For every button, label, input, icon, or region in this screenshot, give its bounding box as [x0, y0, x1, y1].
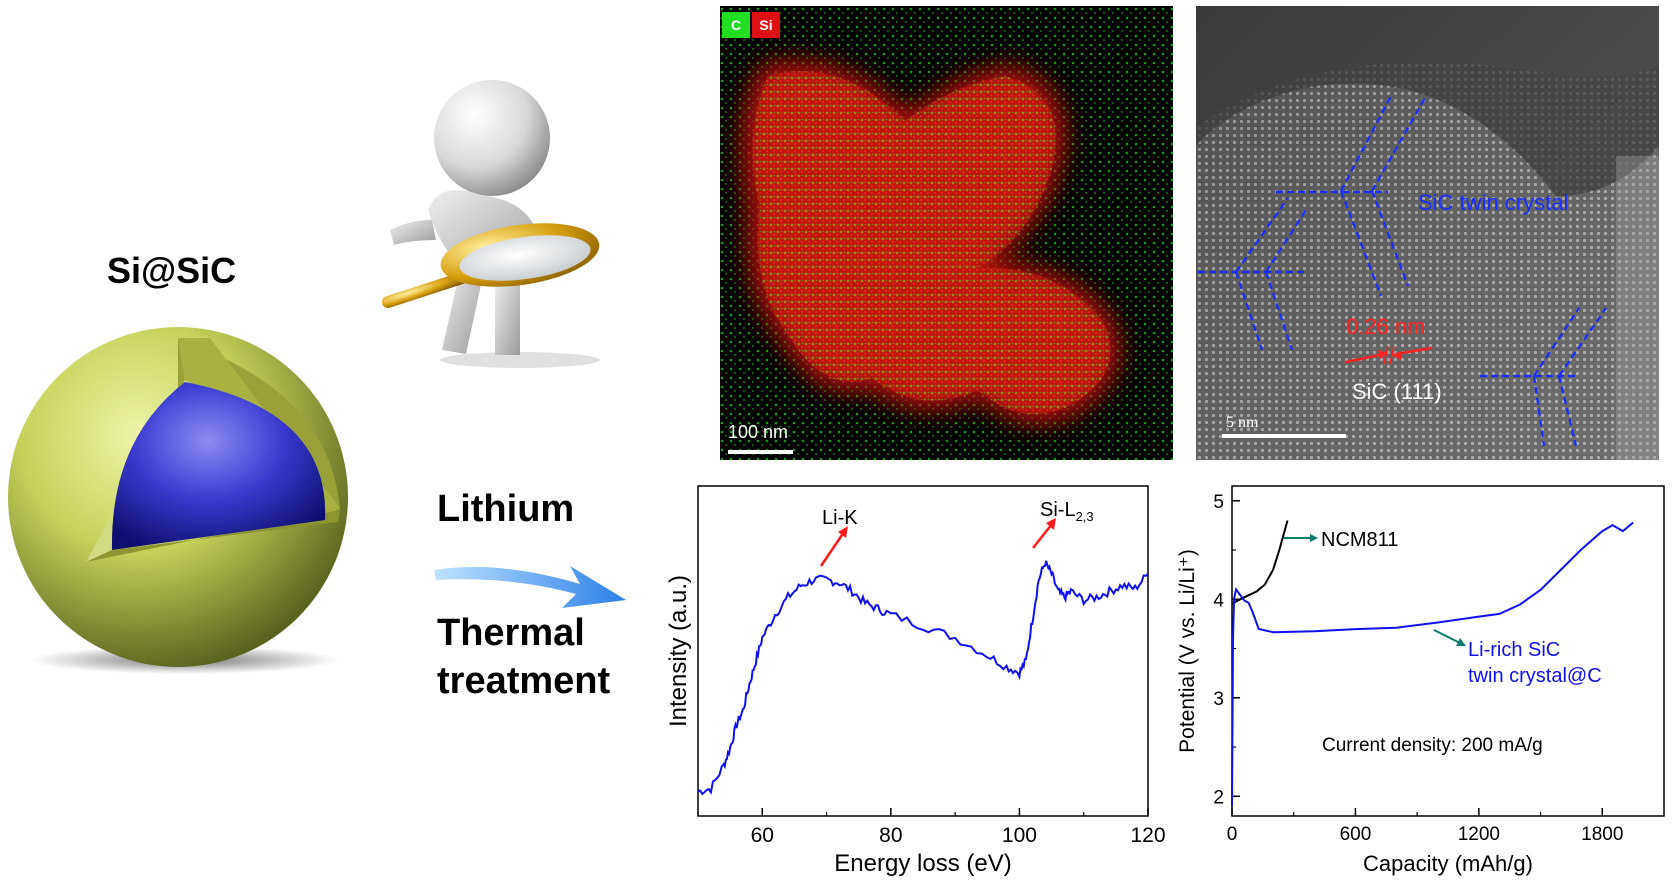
cap-y-tick-label: 5	[1213, 492, 1224, 513]
process-label-treatment: treatment	[437, 660, 611, 702]
eels-x-tick-label: 120	[1130, 824, 1165, 847]
charge-curve-chart: 0 600 1200 1800 2 3 4 5 Capacity (mAh/g) Poten…	[1176, 485, 1665, 876]
eels-x-axis-label: Energy loss (eV)	[834, 850, 1011, 877]
cap-x-tick-label: 1200	[1458, 824, 1500, 845]
eels-x-tick-label: 60	[751, 824, 774, 847]
cap-x-tick-label: 1800	[1581, 824, 1623, 845]
cap-x-ticks: 0 600 1200 1800	[1227, 808, 1623, 845]
eels-x-ticks: 60 80 100 120	[697, 808, 1166, 847]
eds-scale-bar-label: 100 nm	[728, 422, 789, 442]
eels-si-l-subscript: 2,3	[1076, 509, 1094, 524]
eds-scale-bar	[728, 450, 793, 454]
eels-x-tick-label: 80	[879, 824, 902, 847]
process-label-lithium: Lithium	[437, 488, 575, 530]
spacing-arrows-icon	[1345, 345, 1433, 365]
eels-li-k-label: Li-K	[822, 507, 858, 529]
twin-lines-overlay	[1198, 95, 1607, 447]
eels-x-tick-label: 100	[1002, 824, 1037, 847]
hrtem-scale-bar	[1222, 434, 1346, 438]
hrtem-panel: SiC twin crystal 0.26 nm SiC (111) 5 nm	[1196, 6, 1659, 460]
ncm811-series-line	[1231, 520, 1289, 606]
spacing-annotation: 0.26 nm	[1346, 314, 1426, 339]
ncm811-legend-annotation: NCM811	[1284, 529, 1398, 551]
twin-crystal-annotation: SiC twin crystal	[1418, 190, 1569, 215]
eds-map-panel: C Si 100 nm	[720, 6, 1173, 460]
process-arrow-icon	[434, 566, 626, 608]
legend-carbon-label: C	[730, 17, 742, 33]
core-shell-sphere-illustration	[8, 327, 348, 674]
eels-si-l-annotation: Si-L2,3	[1032, 499, 1094, 549]
cap-y-tick-label: 2	[1213, 787, 1224, 808]
legend-silicon-badge: Si	[752, 12, 780, 38]
cap-y-tick-label: 3	[1213, 689, 1224, 710]
eels-spectrum-chart: 60 80 100 120 Energy loss (eV) Intensity (a…	[665, 485, 1166, 877]
cap-plot-frame	[1231, 485, 1665, 817]
sic-label-line2: twin crystal@C	[1468, 665, 1602, 687]
ncm811-label: NCM811	[1321, 529, 1398, 551]
cap-x-tick-label: 600	[1340, 824, 1372, 845]
hrtem-scale-bar-label: 5 nm	[1226, 414, 1259, 431]
plane-annotation: SiC (111)	[1352, 379, 1442, 404]
legend-silicon-label: Si	[759, 17, 773, 33]
eels-plot-frame	[697, 485, 1149, 817]
eels-series-line	[697, 560, 1149, 796]
legend-carbon-badge: C	[722, 12, 750, 38]
cap-x-axis-label: Capacity (mAh/g)	[1363, 851, 1533, 876]
cap-y-ticks: 2 3 4 5	[1213, 492, 1240, 808]
cap-x-tick-label: 0	[1227, 824, 1238, 845]
eels-y-axis-label: Intensity (a.u.)	[665, 575, 692, 727]
eels-li-k-annotation: Li-K	[819, 507, 858, 567]
current-density-annotation: Current density: 200 mA/g	[1322, 735, 1543, 756]
cap-y-axis-label: Potential (V vs. Li/Li⁺)	[1176, 549, 1199, 753]
hrtem-image	[1196, 6, 1659, 460]
cap-y-tick-label: 4	[1213, 590, 1224, 611]
magnifier-figure-illustration	[381, 80, 600, 368]
sic-series-line	[1231, 521, 1634, 806]
eds-elemental-map	[720, 6, 1173, 460]
sic-legend-annotation: Li-rich SiC twin crystal@C	[1433, 629, 1602, 687]
sic-label-line1: Li-rich SiC	[1468, 639, 1560, 661]
eels-si-l-label: Si-L2,3	[1040, 499, 1094, 524]
material-label: Si@SiC	[107, 250, 237, 291]
process-label-thermal: Thermal	[437, 612, 585, 654]
